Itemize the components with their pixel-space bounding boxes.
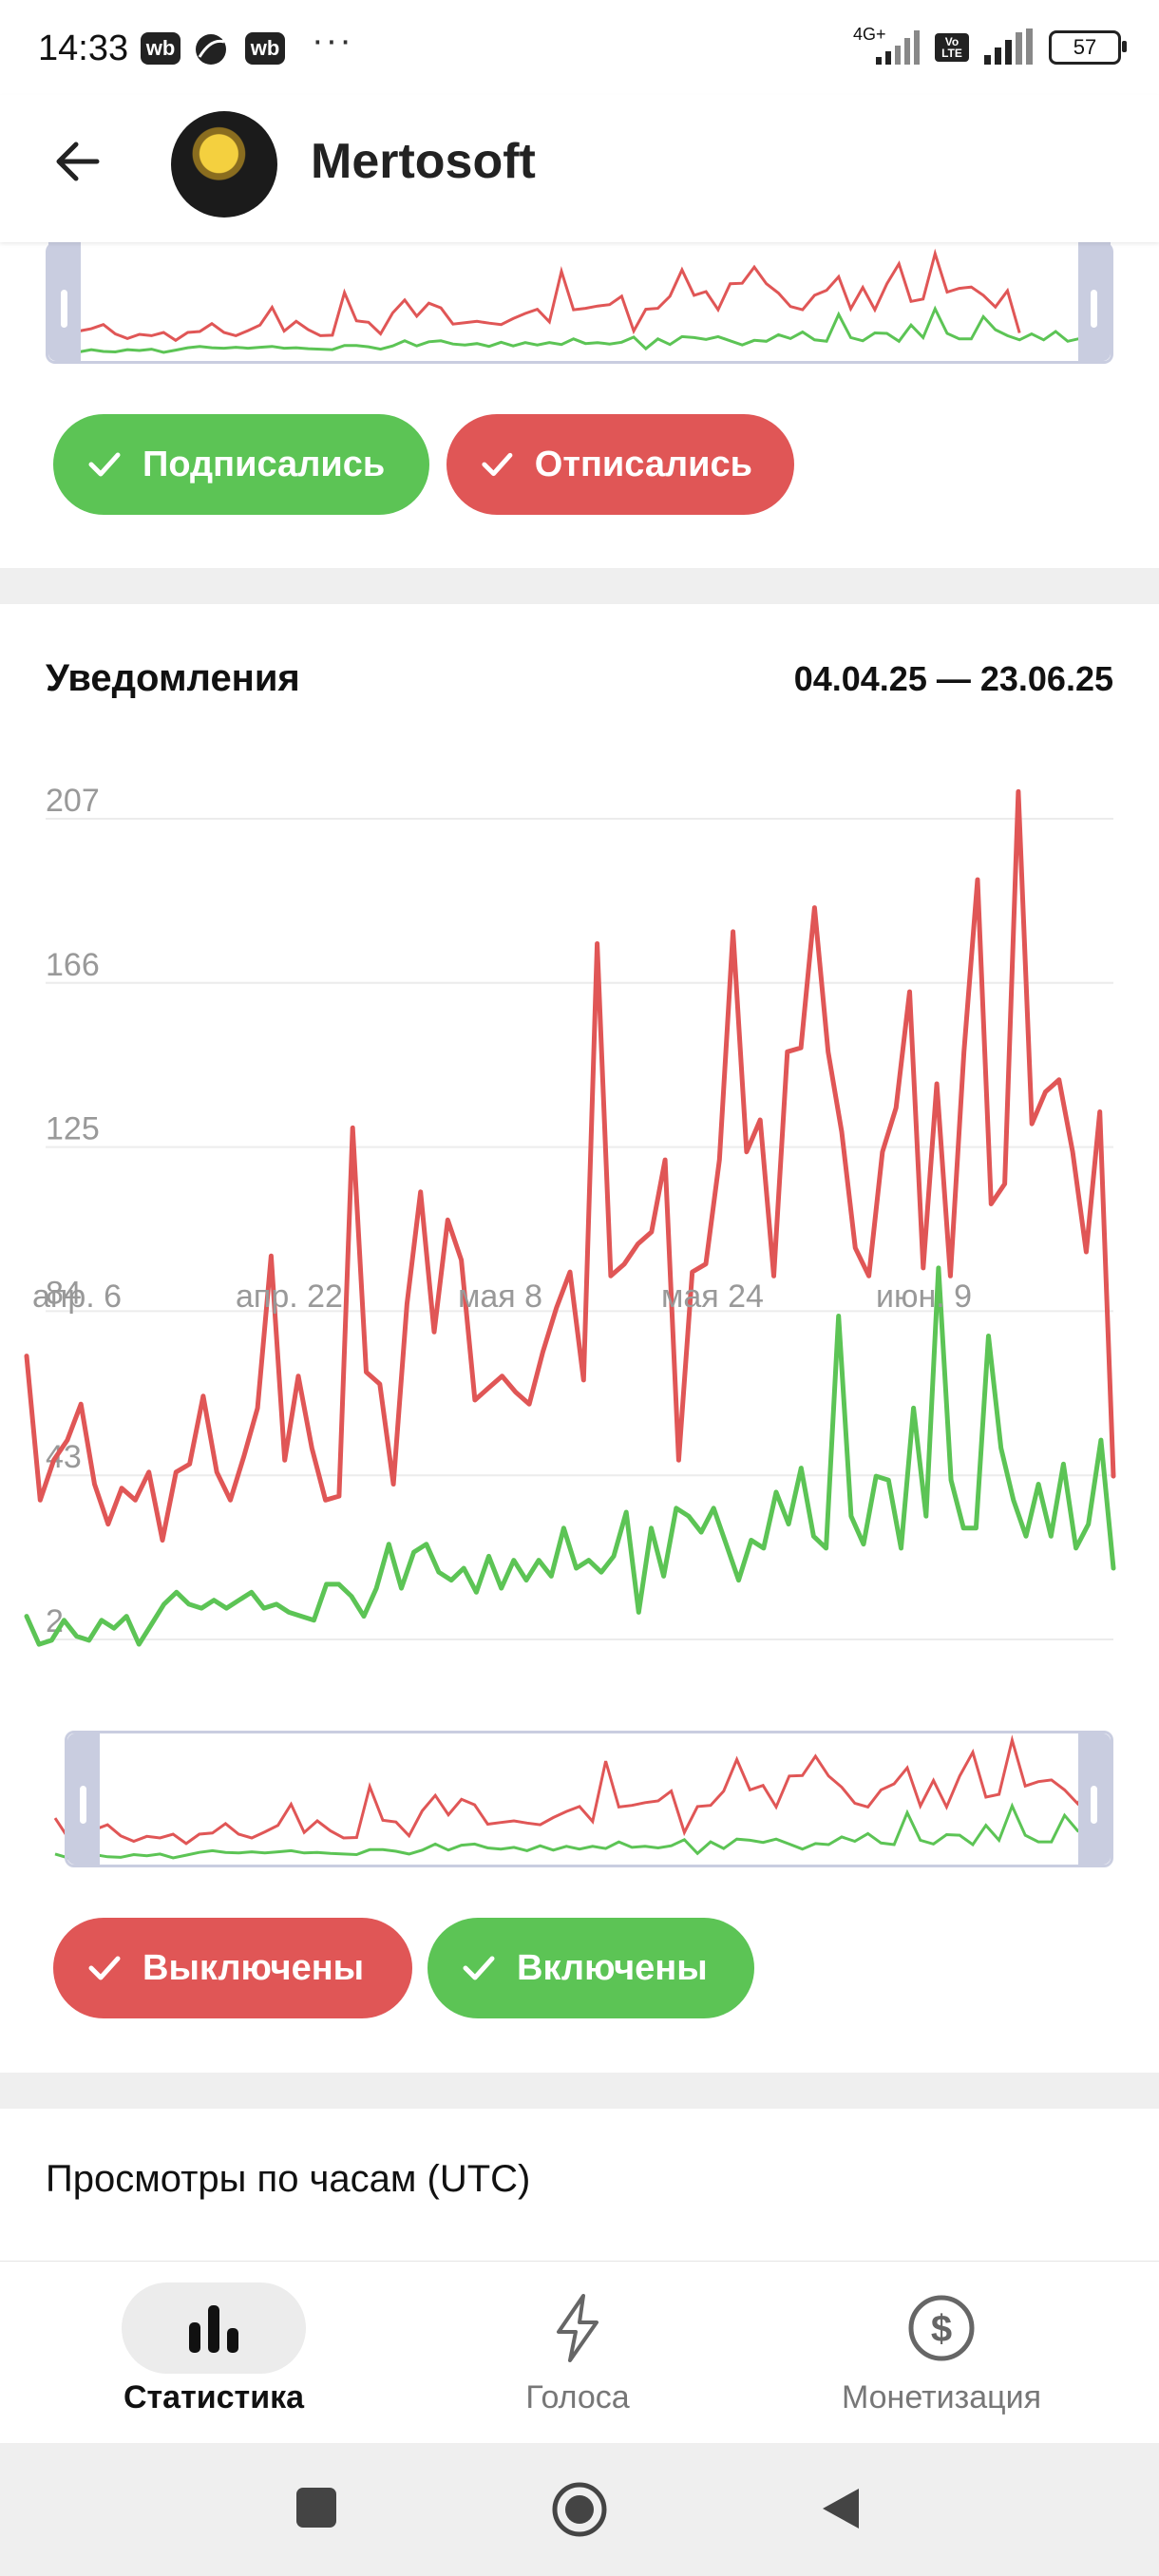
y-tick-label: 84 bbox=[46, 1275, 82, 1311]
dollar-coin-icon: $ bbox=[908, 2295, 975, 2361]
check-icon bbox=[88, 1956, 121, 1980]
wb-app-badge-2: wb bbox=[245, 32, 285, 65]
range-window[interactable] bbox=[46, 242, 1113, 364]
check-icon bbox=[463, 1956, 495, 1980]
nav-label: Монетизация bbox=[841, 2379, 1042, 2415]
back-icon[interactable] bbox=[817, 2485, 864, 2532]
signal-icon bbox=[984, 28, 1033, 65]
x-tick-label: апр. 22 bbox=[236, 1279, 343, 1315]
chip-label: Подписались bbox=[142, 444, 386, 484]
more-notifications-icon: ··· bbox=[312, 21, 353, 61]
series-line-enabled bbox=[24, 1265, 1116, 1647]
y-tick-label: 125 bbox=[46, 1111, 100, 1147]
home-icon[interactable] bbox=[551, 2481, 608, 2538]
mini-series-line bbox=[54, 305, 1106, 354]
chip-label: Включены bbox=[517, 1947, 708, 1988]
series-line-disabled bbox=[24, 788, 1116, 1543]
battery-icon: 57 bbox=[1049, 30, 1127, 65]
notifications-card: Уведомления 04.04.25 — 23.06.25 207 166 12… bbox=[0, 604, 1159, 2073]
lightning-icon bbox=[557, 2294, 598, 2362]
range-handle-right[interactable] bbox=[1078, 242, 1111, 361]
moon-icon bbox=[196, 34, 226, 65]
y-tick-label: 207 bbox=[46, 783, 100, 819]
bar-chart-icon bbox=[189, 2305, 238, 2353]
app-header: Mertosoft bbox=[0, 95, 1159, 242]
x-tick-label: июн. 9 bbox=[876, 1279, 972, 1315]
subscribers-card: Подписались Отписались bbox=[0, 242, 1159, 568]
notifications-title: Уведомления bbox=[46, 657, 300, 699]
volte-icon: Vo LTE bbox=[935, 33, 969, 62]
x-tick-label: мая 24 bbox=[661, 1279, 764, 1315]
range-handle-left[interactable] bbox=[48, 242, 81, 361]
status-indicators: 4G+ Vo LTE 57 bbox=[853, 25, 1127, 66]
chip-label: Выключены bbox=[142, 1947, 365, 1988]
range-handle-right[interactable] bbox=[1078, 1733, 1111, 1865]
check-icon bbox=[482, 452, 513, 477]
views-by-hour-title: Просмотры по часам (UTC) bbox=[46, 2158, 531, 2200]
svg-text:$: $ bbox=[931, 2308, 952, 2350]
wb-app-badge: wb bbox=[141, 32, 180, 65]
chip-disabled[interactable]: Выключены bbox=[53, 1918, 412, 2018]
nav-label: Голоса bbox=[525, 2379, 630, 2415]
mini-series-line bbox=[54, 1802, 1113, 1860]
views-by-hour-card: Просмотры по часам (UTC) bbox=[0, 2109, 1159, 2261]
chip-subscribed[interactable]: Подписались bbox=[53, 414, 429, 515]
notifications-range-navigator[interactable] bbox=[46, 1731, 1113, 1867]
bottom-navigation: Статистика Голоса $ Монетизация bbox=[0, 2261, 1159, 2444]
range-handle-left[interactable] bbox=[67, 1733, 100, 1865]
chip-label: Отписались bbox=[534, 444, 752, 484]
nav-tab-monetization[interactable]: $ Монетизация bbox=[749, 2262, 1134, 2444]
x-tick-label: апр. 6 bbox=[32, 1279, 122, 1315]
channel-title: Mertosoft bbox=[311, 134, 536, 189]
chip-enabled[interactable]: Включены bbox=[428, 1918, 754, 2018]
channel-avatar[interactable] bbox=[171, 111, 277, 218]
nav-label: Статистика bbox=[123, 2379, 305, 2415]
nav-tab-votes[interactable]: Голоса bbox=[385, 2262, 770, 2444]
chip-unsubscribed[interactable]: Отписались bbox=[446, 414, 794, 515]
check-icon bbox=[88, 452, 121, 477]
nav-tab-statistics[interactable]: Статистика bbox=[21, 2262, 407, 2444]
y-tick-label: 166 bbox=[46, 947, 100, 983]
back-arrow-icon[interactable] bbox=[49, 133, 106, 190]
signal-4g-icon: 4G+ bbox=[853, 25, 922, 66]
status-bar: 14:33 wb wb ··· 4G+ Vo LTE 57 bbox=[0, 0, 1159, 95]
mini-series-line bbox=[53, 248, 1021, 343]
system-navigation-bar bbox=[0, 2443, 1159, 2576]
subscribers-range-navigator[interactable] bbox=[46, 242, 1113, 364]
status-time: 14:33 bbox=[38, 28, 129, 68]
date-range[interactable]: 04.04.25 — 23.06.25 bbox=[793, 659, 1113, 698]
x-tick-label: мая 8 bbox=[458, 1279, 542, 1315]
recent-apps-icon[interactable] bbox=[294, 2486, 338, 2529]
mini-series-line bbox=[53, 1734, 1106, 1846]
range-window[interactable] bbox=[65, 1731, 1113, 1867]
